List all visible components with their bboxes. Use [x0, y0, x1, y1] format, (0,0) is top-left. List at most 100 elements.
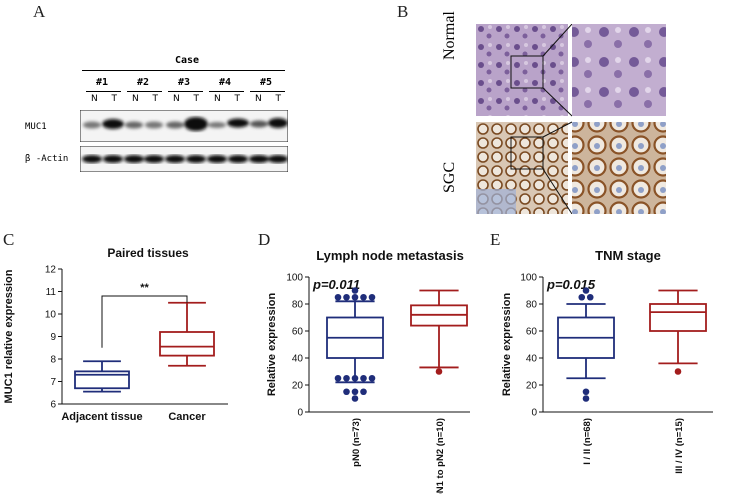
box-iqr: [159, 331, 215, 357]
outlier-point: [351, 388, 359, 396]
outlier-point: [351, 374, 359, 382]
outlier-point: [351, 293, 359, 301]
x-category-label: I / II (n=68): [582, 418, 593, 465]
lane-label: N: [214, 94, 221, 104]
western-blot-figure: Case #1 #2 #3 #4 #5 N T N T N T N T N T MUC1 β -Actin: [25, 55, 295, 180]
lane-label: T: [234, 94, 241, 104]
x-category-label: Cancer: [168, 411, 206, 423]
outlier-point: [435, 368, 443, 375]
outlier-point: [343, 293, 350, 301]
y-tick-label: 100: [286, 273, 303, 284]
label-normal: Normal: [441, 11, 458, 60]
box-1: [557, 287, 615, 402]
x-category-label: III / IV (n=15): [674, 418, 685, 474]
chart-paired-tissues: Paired tissues 6 7 8 9 10 11 12 MUC1 relative ex…: [3, 246, 228, 423]
outlier-point: [582, 388, 590, 396]
case-label-4: #4: [219, 77, 232, 88]
x-category-label: Adjacent tissue: [61, 411, 142, 423]
lane-label: N: [132, 94, 139, 104]
y-tick-label: 60: [526, 327, 538, 338]
y-tick-label: 10: [45, 310, 57, 321]
y-tick-label: 8: [50, 355, 56, 366]
lane-label: T: [193, 94, 200, 104]
lane-label: N: [91, 94, 98, 104]
case-underline: [209, 91, 244, 92]
outlier-point: [334, 374, 342, 382]
lane-label: T: [152, 94, 159, 104]
y-tick-label: 80: [526, 300, 538, 311]
box-iqr: [649, 303, 707, 332]
y-axis-label: MUC1 relative expression: [3, 269, 15, 403]
outlier-point: [351, 287, 359, 294]
p-value-label: p=0.015: [546, 277, 596, 292]
case-underline: [127, 91, 162, 92]
significance-stars: **: [140, 282, 149, 294]
case-underline: [250, 91, 285, 92]
y-tick-label: 11: [46, 287, 57, 298]
y-tick-label: 12: [45, 265, 57, 276]
y-tick-label: 40: [292, 354, 304, 365]
case-underline: [168, 91, 203, 92]
outlier-point: [334, 293, 342, 301]
case-bracket-line: [82, 70, 285, 71]
chart-title: Lymph node metastasis: [316, 248, 464, 263]
case-label: Case: [175, 55, 200, 66]
muc1-blot: [80, 110, 288, 142]
lane-label: N: [255, 94, 262, 104]
y-tick-label: 60: [292, 327, 304, 338]
y-tick-label: 7: [50, 377, 56, 388]
lane-label: T: [111, 94, 118, 104]
box-2: [649, 289, 707, 375]
lane-label: N: [173, 94, 180, 104]
outlier-point: [368, 293, 376, 301]
actin-blot: [80, 146, 288, 172]
case-labels-row: #1 #2 #3 #4 #5 N T N T N T N T N T: [82, 77, 287, 105]
chart-tnm-stage: TNM stage p=0.015 0 20 40 60 80 100 Relative exp…: [501, 248, 713, 474]
case-label-3: #3: [178, 77, 191, 88]
outlier-point: [586, 293, 594, 301]
actin-label: β -Actin: [25, 154, 69, 164]
panel-c-letter: C: [3, 230, 15, 249]
case-underline: [86, 91, 121, 92]
box-1: [74, 360, 130, 393]
outlier-point: [351, 395, 359, 402]
y-tick-label: 0: [297, 408, 303, 419]
y-tick-label: 20: [526, 381, 538, 392]
chart-lymph-node-metastasis: Lymph node metastasis p=0.011 0 20 40 60 80 100…: [266, 248, 470, 494]
y-axis-label: Relative expression: [266, 293, 278, 397]
box-2: [159, 301, 215, 367]
case-label-5: #5: [260, 77, 273, 88]
outlier-point: [343, 388, 350, 396]
outlier-point: [360, 388, 367, 396]
significance-bracket: [101, 295, 188, 348]
box-1: [326, 287, 384, 402]
outlier-point: [582, 395, 590, 402]
box-2: [410, 289, 468, 375]
y-tick-label: 9: [50, 332, 56, 343]
outlier-point: [360, 293, 367, 301]
y-tick-label: 6: [50, 400, 56, 411]
ihc-image-grid: [476, 24, 666, 214]
outlier-point: [368, 374, 376, 382]
y-axis-label: Relative expression: [501, 293, 513, 397]
panel-a-letter: A: [33, 2, 46, 21]
outlier-point: [343, 374, 350, 382]
p-value-label: p=0.011: [312, 277, 360, 292]
panel-b-letter: B: [397, 2, 409, 21]
y-tick-label: 20: [292, 381, 304, 392]
outlier-point: [578, 293, 586, 301]
outlier-point: [674, 368, 682, 375]
case-label-2: #2: [137, 77, 150, 88]
x-category-label: pN0 (n=73): [351, 418, 362, 467]
y-tick-label: 80: [292, 300, 304, 311]
muc1-label: MUC1: [25, 122, 47, 132]
case-label-1: #1: [96, 77, 109, 88]
outlier-point: [582, 287, 590, 294]
panel-d-letter: D: [258, 230, 271, 249]
lane-label: T: [275, 94, 282, 104]
panel-e-letter: E: [490, 230, 501, 249]
y-tick-label: 40: [526, 354, 538, 365]
y-tick-label: 0: [531, 408, 537, 419]
outlier-point: [360, 374, 367, 382]
label-sgc: SGC: [441, 161, 458, 193]
